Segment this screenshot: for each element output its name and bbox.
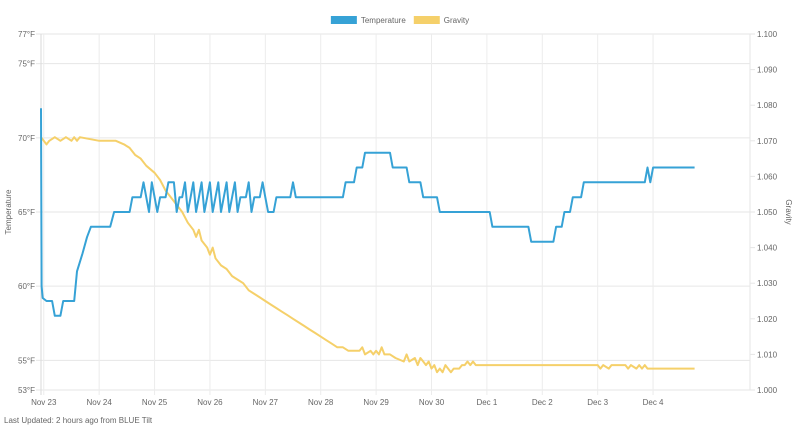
- legend: Temperature Gravity: [330, 16, 469, 25]
- legend-swatch-temperature: [330, 16, 357, 24]
- series-layer: [40, 108, 695, 374]
- y-left-tick-label-65-f: 65°F: [18, 208, 35, 217]
- y-right-tick-label-1-070: 1.070: [757, 137, 778, 146]
- chart: Temperature Gravity 77°F 75°F 70°F 65°F 60°F 5…: [4, 16, 793, 407]
- x-tick-label-dec-3: Dec 3: [587, 398, 608, 407]
- y-left-tick-label-53-f: 53°F: [18, 386, 35, 395]
- axis-titles: Temperature Gravity: [4, 189, 793, 234]
- y-right-tick-label-1-060: 1.060: [757, 172, 778, 181]
- series-line-gravity: [40, 136, 695, 374]
- y-left-tick-label-70-f: 70°F: [18, 134, 35, 143]
- y-right-tick-label-1-020: 1.020: [757, 315, 778, 324]
- y-left-tick-label-75-f: 75°F: [18, 60, 35, 69]
- legend-label-gravity: Gravity: [444, 16, 469, 25]
- x-tick-label-dec-2: Dec 2: [532, 398, 553, 407]
- y-left-tick-label-55-f: 55°F: [18, 356, 35, 365]
- y-right-tick-label-1-050: 1.050: [757, 208, 778, 217]
- y-right-tick-label-1-010: 1.010: [757, 350, 778, 359]
- y-right-tick-label-1-100: 1.100: [757, 30, 778, 39]
- y-right-tick-label-1-090: 1.090: [757, 66, 778, 75]
- tick-labels: 77°F 75°F 70°F 65°F 60°F 55°F 53°F 1.100 1.090 1.…: [18, 30, 778, 407]
- y-right-tick-label-1-030: 1.030: [757, 279, 778, 288]
- x-tick-label-nov-29: Nov 29: [363, 398, 389, 407]
- y-right-tick-label-1-040: 1.040: [757, 244, 778, 253]
- x-tick-label-nov-23: Nov 23: [31, 398, 57, 407]
- y-right-axis-title: Gravity: [784, 199, 793, 224]
- x-tick-label-nov-24: Nov 24: [86, 398, 112, 407]
- y-left-tick-label-77-f: 77°F: [18, 30, 35, 39]
- legend-label-temperature: Temperature: [361, 16, 406, 25]
- footer-prefix: Last Updated:: [4, 416, 57, 425]
- footer-tilt-name: BLUE Tilt: [118, 416, 153, 425]
- x-tick-label-nov-28: Nov 28: [308, 398, 334, 407]
- gridlines: [36, 33, 755, 395]
- footer-time-ago: 2 hours ago: [56, 416, 99, 425]
- y-left-axis-title: Temperature: [4, 189, 13, 234]
- series-line-temperature: [40, 108, 695, 317]
- y-right-tick-label-1-080: 1.080: [757, 101, 778, 110]
- x-tick-label-nov-25: Nov 25: [142, 398, 168, 407]
- x-tick-label-nov-26: Nov 26: [197, 398, 223, 407]
- x-tick-label-dec-1: Dec 1: [476, 398, 497, 407]
- footer-middle: from: [98, 416, 119, 425]
- x-tick-label-dec-4: Dec 4: [643, 398, 664, 407]
- last-updated-footer: Last Updated: 2 hours ago from BLUE Tilt: [4, 416, 152, 425]
- x-tick-label-nov-27: Nov 27: [253, 398, 279, 407]
- y-right-tick-label-1-000: 1.000: [757, 386, 778, 395]
- x-tick-label-nov-30: Nov 30: [419, 398, 445, 407]
- y-left-tick-label-60-f: 60°F: [18, 282, 35, 291]
- legend-swatch-gravity: [413, 16, 440, 24]
